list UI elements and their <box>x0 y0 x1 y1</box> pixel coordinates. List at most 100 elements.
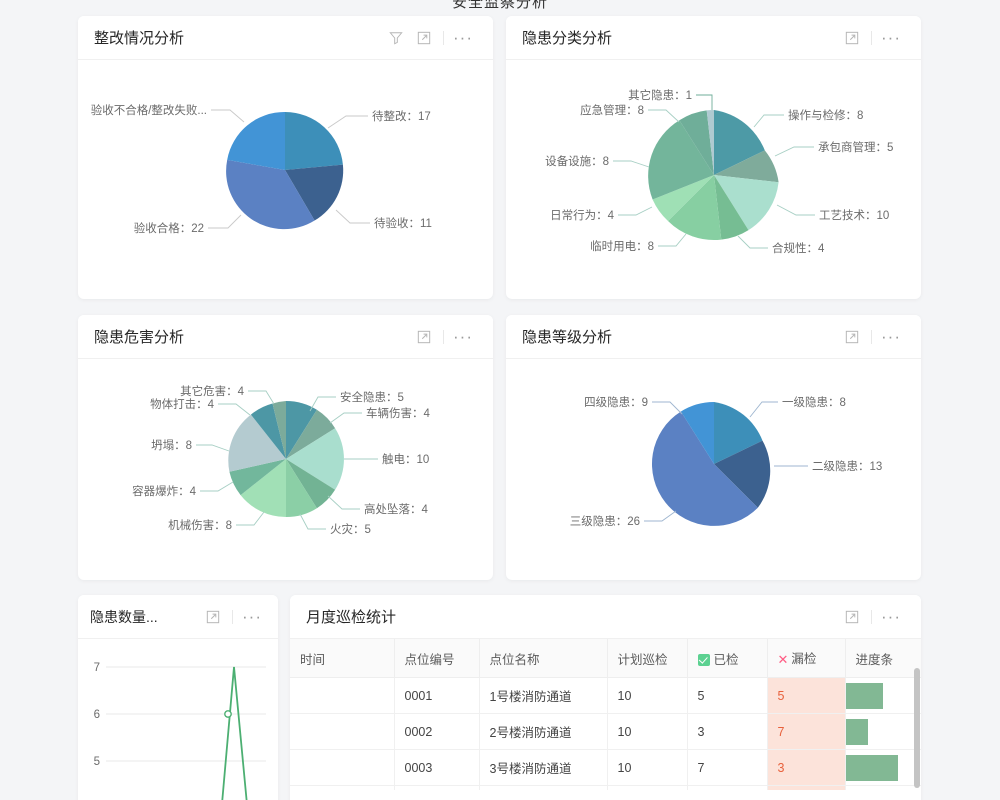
scrollbar-thumb[interactable] <box>914 668 920 788</box>
col-planned[interactable]: 计划巡检 <box>607 639 688 678</box>
external-link-icon[interactable] <box>410 24 438 52</box>
card-body: 时间 点位编号 点位名称 计划巡检 已检 ✕ 漏检 进度条 0001 <box>290 639 921 790</box>
cell-code: 0004 <box>394 785 480 790</box>
pie-label: 其它隐患：1 <box>628 88 692 102</box>
card-header: 月度巡检统计 ··· <box>290 595 921 639</box>
action-divider <box>443 329 444 344</box>
cell-name: 2号楼消防通道 <box>479 713 608 750</box>
table-header-row: 时间 点位编号 点位名称 计划巡检 已检 ✕ 漏检 进度条 <box>290 639 921 678</box>
pie-label: 待验收：11 <box>374 216 432 230</box>
card-body: 一级隐患：8 二级隐患：13 三级隐患：26 四级隐患：9 <box>506 359 921 579</box>
card-body: 7 6 5 4 <box>78 639 278 800</box>
pie-label: 应急管理：8 <box>580 103 644 117</box>
pie-label: 触电：10 <box>382 452 429 466</box>
card-actions: ··· <box>838 603 905 631</box>
cell-time <box>290 785 395 790</box>
col-missed[interactable]: ✕ 漏检 <box>767 639 846 678</box>
cell-done: 3 <box>687 713 768 750</box>
table-scroll-area[interactable]: 时间 点位编号 点位名称 计划巡检 已检 ✕ 漏检 进度条 0001 <box>290 639 921 790</box>
check-icon <box>697 653 710 666</box>
cell-missed: 3 <box>767 785 846 790</box>
card-actions: ··· <box>838 24 905 52</box>
cell-time <box>290 749 395 786</box>
card-body: 待整改：17 待验收：11 验收合格：22 验收不合格/整改失败... <box>78 60 493 298</box>
action-divider <box>871 609 872 624</box>
external-link-icon[interactable] <box>410 323 438 351</box>
pie-label: 火灾：5 <box>330 522 371 536</box>
cell-planned: 10 <box>607 713 688 750</box>
cell-time <box>290 677 395 714</box>
pie-label: 坍塌：8 <box>151 438 192 452</box>
external-link-icon[interactable] <box>838 24 866 52</box>
col-point-code[interactable]: 点位编号 <box>394 639 480 678</box>
card-category-analysis: 隐患分类分析 ··· <box>506 16 921 299</box>
cell-progress <box>845 785 921 790</box>
card-body: 安全隐患：5 车辆伤害：4 触电：10 高处坠落：4 火灾：5 机械伤害：8 容… <box>78 359 493 579</box>
ellipsis-icon[interactable]: ··· <box>881 27 901 47</box>
cell-name: 1号仓库 <box>479 785 608 790</box>
pie-label: 容器爆炸：4 <box>132 484 196 498</box>
pie-label: 车辆伤害：4 <box>366 406 430 420</box>
cell-missed: 7 <box>767 713 846 750</box>
card-title: 隐患等级分析 <box>522 329 613 346</box>
card-header: 隐患危害分析 ··· <box>78 315 493 359</box>
cell-missed: 3 <box>767 749 846 786</box>
pie-label: 日常行为：4 <box>550 209 614 222</box>
pie-label: 一级隐患：8 <box>782 396 846 409</box>
pie-label: 物体打击：4 <box>150 397 214 411</box>
cell-progress <box>845 713 921 750</box>
table-row[interactable]: 0001 1号楼消防通道 10 5 5 <box>290 677 921 714</box>
card-patrol-statistics: 月度巡检统计 ··· 时间 <box>290 595 921 800</box>
card-title: 月度巡检统计 <box>306 609 397 626</box>
external-link-icon[interactable] <box>838 603 866 631</box>
col-time[interactable]: 时间 <box>290 639 395 678</box>
pie-chart-rectify: 待整改：17 待验收：11 验收合格：22 验收不合格/整改失败... <box>91 103 432 235</box>
table-row[interactable]: 0003 3号楼消防通道 10 7 3 <box>290 749 921 786</box>
pie-label: 验收合格：22 <box>134 221 204 235</box>
pie-chart-category: 操作与检修：8 承包商管理：5 工艺技术：10 合规性：4 临时用电：8 日常行… <box>545 88 893 255</box>
card-rectify-analysis: 整改情况分析 ··· <box>78 16 493 299</box>
card-actions: ··· <box>382 24 477 52</box>
progress-bar <box>845 754 898 781</box>
pie-label: 高处坠落：4 <box>364 502 428 516</box>
cell-planned: 10 <box>607 677 688 714</box>
pie-label: 承包商管理：5 <box>818 140 893 154</box>
line-chart-count: 7 6 5 4 <box>94 662 266 800</box>
pie-label: 操作与检修：8 <box>788 108 863 122</box>
ellipsis-icon[interactable]: ··· <box>881 606 901 626</box>
col-progress[interactable]: 进度条 <box>845 639 921 678</box>
col-done[interactable]: 已检 <box>687 639 768 678</box>
card-actions: ··· <box>199 603 266 631</box>
pie-label: 其它危害：4 <box>180 384 244 398</box>
ellipsis-icon[interactable]: ··· <box>881 326 901 346</box>
action-divider <box>871 329 872 344</box>
external-link-icon[interactable] <box>199 603 227 631</box>
pie-label: 临时用电：8 <box>590 239 654 253</box>
cell-name: 1号楼消防通道 <box>479 677 608 714</box>
card-actions: ··· <box>838 323 905 351</box>
page-title-cutoff: 安全监察分析 <box>451 0 548 11</box>
filter-icon[interactable] <box>382 24 410 52</box>
ellipsis-icon[interactable]: ··· <box>453 326 473 346</box>
cell-code: 0001 <box>394 677 480 714</box>
table-body: 0001 1号楼消防通道 10 5 5 0002 2号楼消防通道 10 <box>290 677 921 790</box>
ellipsis-icon[interactable]: ··· <box>453 27 473 47</box>
card-header: 隐患分类分析 ··· <box>506 16 921 60</box>
cell-planned: 5 <box>607 785 688 790</box>
card-title: 隐患数量... <box>90 608 158 625</box>
pie-label: 三级隐患：26 <box>570 515 640 528</box>
cell-time <box>290 713 395 750</box>
col-point-name[interactable]: 点位名称 <box>479 639 608 678</box>
y-tick-label: 6 <box>94 709 100 721</box>
table-row[interactable]: 0002 2号楼消防通道 10 3 7 <box>290 713 921 750</box>
cell-done: 5 <box>687 677 768 714</box>
card-header: 整改情况分析 ··· <box>78 16 493 60</box>
cell-name: 3号楼消防通道 <box>479 749 608 786</box>
table-row[interactable]: 0004 1号仓库 5 2 3 <box>290 785 921 790</box>
external-link-icon[interactable] <box>838 323 866 351</box>
ellipsis-icon[interactable]: ··· <box>242 606 262 626</box>
pie-label: 设备设施：8 <box>545 154 609 168</box>
y-tick-label: 7 <box>94 662 100 674</box>
pie-chart-level: 一级隐患：8 二级隐患：13 三级隐患：26 四级隐患：9 <box>570 396 883 528</box>
progress-bar <box>845 682 883 709</box>
